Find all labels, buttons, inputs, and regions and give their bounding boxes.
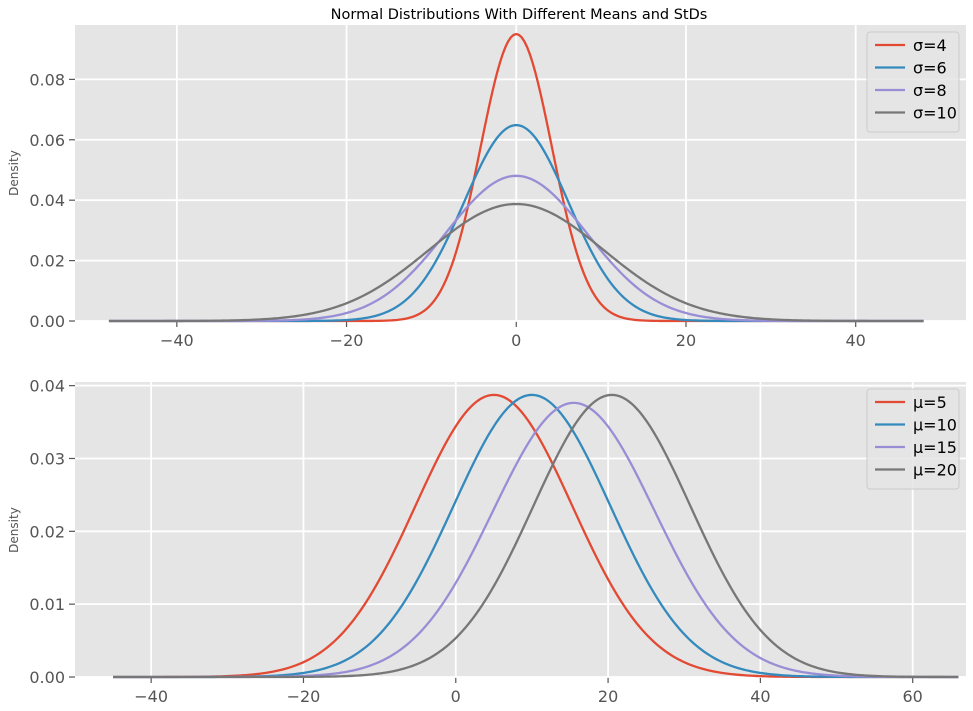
bottom-panel: −40 −20 0 20 40 60 0.00 0.01 0.02 0.03 0.04 Density…: [7, 377, 966, 706]
y-tick-label: 0.06: [29, 131, 65, 150]
y-tick-label: 0.02: [29, 252, 65, 271]
plot-background: [75, 382, 966, 677]
series-line: [108, 202, 924, 323]
legend-entry: σ=4: [913, 36, 947, 55]
legend: σ=4 σ=6 σ=8 σ=10: [866, 31, 960, 133]
legend-entry: σ=10: [913, 104, 957, 123]
plot-background: [75, 25, 966, 321]
y-tick-label: 0.04: [29, 377, 65, 396]
legend-box: [866, 388, 960, 490]
y-axis-label: Density: [7, 507, 21, 553]
legend-box: [866, 31, 960, 133]
series-line: [113, 393, 959, 679]
chart-title: Normal Distributions With Different Mean…: [331, 7, 708, 23]
y-tick-label: 0.02: [29, 522, 65, 541]
y-tick-label: 0.08: [29, 70, 65, 89]
legend-entry: μ=10: [913, 416, 957, 435]
x-tick-label: −20: [287, 687, 321, 706]
y-axis-label: Density: [7, 150, 21, 196]
x-tick-label: 20: [598, 687, 618, 706]
legend-entry: μ=5: [913, 393, 947, 412]
legend: μ=5 μ=10 μ=15 μ=20: [866, 388, 960, 490]
y-tick-label: 0.01: [29, 595, 65, 614]
top-panel: −40 −20 0 20 40 0.00 0.02 0.04 0.06 0.08 Density σ=…: [7, 25, 966, 350]
legend-entry: μ=20: [913, 461, 957, 480]
y-tick-label: 0.04: [29, 191, 65, 210]
x-tick-label: −40: [134, 687, 168, 706]
x-tick-label: −40: [160, 331, 194, 350]
x-tick-label: −20: [330, 331, 364, 350]
x-tick-label: 0: [451, 687, 461, 706]
y-tick-label: 0.03: [29, 449, 65, 468]
x-tick-label: 40: [846, 331, 866, 350]
x-tick-label: 20: [676, 331, 696, 350]
x-tick-label: 0: [511, 331, 521, 350]
y-tick-label: 0.00: [29, 312, 65, 331]
legend-entry: σ=8: [913, 81, 947, 100]
y-tick-label: 0.00: [29, 668, 65, 687]
legend-entry: μ=15: [913, 438, 957, 457]
legend-entry: σ=6: [913, 59, 947, 78]
x-tick-label: 40: [750, 687, 770, 706]
x-tick-label: 60: [903, 687, 923, 706]
